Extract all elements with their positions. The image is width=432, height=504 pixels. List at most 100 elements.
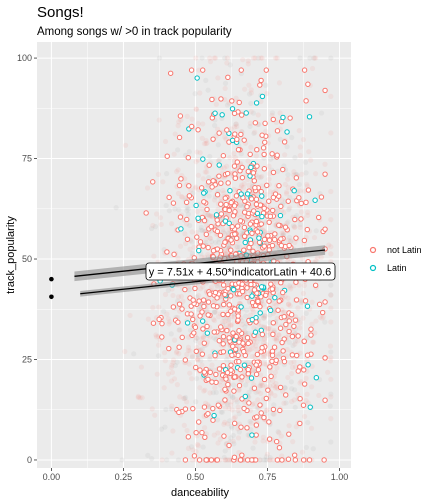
background-point bbox=[227, 322, 233, 328]
background-point bbox=[229, 407, 235, 413]
background-point bbox=[222, 230, 228, 237]
background-point bbox=[139, 395, 145, 401]
background-point bbox=[197, 286, 204, 292]
background-point bbox=[271, 300, 277, 307]
point-not-latin bbox=[258, 188, 264, 195]
background-point bbox=[284, 144, 290, 150]
background-point bbox=[185, 445, 192, 451]
background-point bbox=[211, 309, 218, 315]
point-not-latin bbox=[297, 420, 303, 427]
background-point bbox=[193, 55, 199, 61]
background-point bbox=[302, 413, 308, 420]
background-point bbox=[253, 346, 259, 352]
background-point bbox=[162, 424, 168, 430]
point-not-latin bbox=[215, 402, 221, 408]
background-point bbox=[290, 342, 296, 349]
background-point bbox=[277, 110, 283, 116]
point-not-latin bbox=[196, 419, 202, 425]
background-point bbox=[327, 358, 334, 364]
point-not-latin bbox=[270, 406, 277, 413]
point-not-latin bbox=[248, 281, 254, 288]
point-not-latin bbox=[253, 319, 259, 325]
point-not-latin bbox=[193, 429, 199, 436]
background-point bbox=[278, 433, 284, 439]
background-point bbox=[195, 443, 201, 449]
background-point bbox=[211, 298, 217, 305]
background-point bbox=[238, 378, 244, 384]
background-point bbox=[285, 374, 291, 381]
point-not-latin bbox=[286, 328, 292, 335]
background-point bbox=[281, 400, 287, 406]
point-not-latin bbox=[179, 306, 185, 312]
point-not-latin bbox=[253, 362, 259, 368]
point-not-latin bbox=[214, 192, 221, 198]
background-point bbox=[233, 95, 239, 101]
background-point bbox=[292, 155, 298, 161]
background-point bbox=[215, 334, 222, 340]
background-point bbox=[267, 189, 273, 195]
background-point bbox=[251, 367, 257, 373]
background-point bbox=[303, 170, 309, 176]
point-latin bbox=[244, 191, 251, 197]
point-not-latin bbox=[238, 131, 244, 138]
y-tick-label: 25 bbox=[22, 354, 32, 364]
background-point bbox=[245, 432, 251, 438]
point-not-latin bbox=[188, 311, 194, 317]
background-point bbox=[239, 182, 245, 188]
background-point bbox=[175, 147, 181, 153]
background-point bbox=[295, 338, 301, 344]
background-point bbox=[253, 343, 259, 349]
point-not-latin bbox=[301, 338, 307, 344]
x-tick-label: 0.25 bbox=[115, 472, 133, 482]
background-point bbox=[263, 361, 269, 368]
point-not-latin bbox=[218, 180, 224, 186]
legend-item-latin: Latin bbox=[369, 263, 407, 273]
point-latin bbox=[242, 239, 248, 246]
background-point bbox=[193, 399, 199, 405]
point-latin bbox=[212, 110, 218, 116]
x-axis-title: danceability bbox=[171, 487, 230, 499]
point-not-latin bbox=[289, 333, 296, 340]
point-latin bbox=[259, 93, 266, 100]
background-point bbox=[212, 197, 218, 203]
background-point bbox=[156, 304, 162, 310]
point-latin bbox=[242, 393, 249, 400]
background-point bbox=[187, 246, 193, 252]
point-not-latin bbox=[229, 352, 235, 359]
background-point bbox=[230, 394, 236, 401]
point-not-latin bbox=[251, 178, 258, 184]
point-not-latin bbox=[220, 153, 227, 159]
background-point bbox=[289, 364, 296, 370]
background-point bbox=[231, 314, 237, 320]
background-point bbox=[311, 55, 317, 61]
point-not-latin bbox=[239, 288, 246, 295]
background-point bbox=[185, 347, 191, 353]
background-point bbox=[168, 331, 174, 337]
point-not-latin bbox=[266, 419, 272, 425]
point-not-latin bbox=[265, 233, 271, 239]
background-point bbox=[318, 254, 324, 260]
point-not-latin bbox=[256, 239, 263, 246]
point-not-latin bbox=[301, 367, 307, 373]
point-not-latin bbox=[170, 200, 177, 206]
background-point bbox=[273, 280, 280, 286]
point-not-latin bbox=[231, 420, 238, 427]
point-not-latin bbox=[211, 329, 217, 335]
point-not-latin bbox=[281, 314, 287, 320]
background-point bbox=[297, 221, 303, 228]
background-point bbox=[224, 401, 231, 408]
background-point bbox=[252, 129, 258, 135]
point-not-latin bbox=[184, 236, 191, 242]
background-point bbox=[253, 389, 259, 395]
background-point bbox=[198, 358, 204, 364]
background-point bbox=[187, 222, 193, 229]
background-point bbox=[227, 457, 233, 463]
background-point bbox=[211, 317, 218, 324]
background-point bbox=[222, 448, 228, 454]
point-not-latin bbox=[278, 280, 284, 286]
point-not-latin bbox=[198, 185, 205, 191]
background-point bbox=[266, 176, 272, 182]
background-point bbox=[183, 240, 189, 247]
background-point bbox=[267, 457, 273, 463]
background-point bbox=[265, 326, 271, 332]
